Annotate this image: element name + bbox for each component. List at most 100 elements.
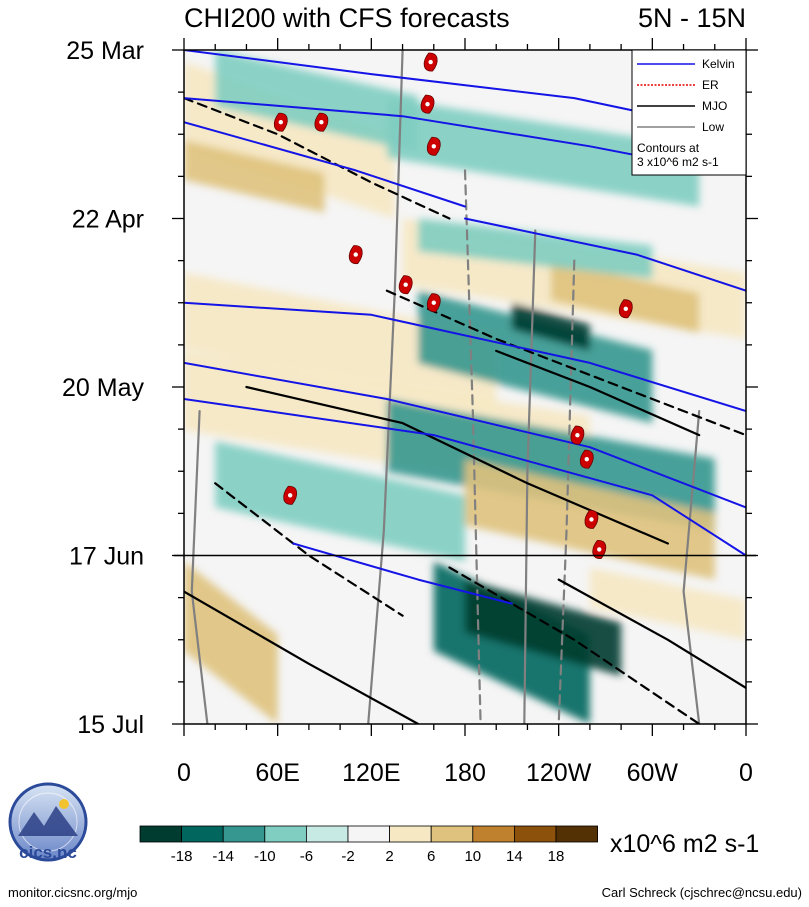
footer-url: monitor.cicsnc.org/mjo — [8, 885, 137, 900]
mjo-contours — [184, 97, 746, 724]
mjo-contour-0 — [184, 97, 451, 220]
y-tick-label-0: 25 Mar — [66, 37, 144, 65]
legend: Kelvin ER MJO Low Contours at 3 x10^6 m2 s-… — [631, 49, 747, 176]
tropical-cyclone-marker-6 — [398, 275, 413, 295]
mjo-contour-6 — [184, 590, 420, 724]
y-tick-label-1: 22 Apr — [72, 206, 144, 234]
mjo-contour-4 — [214, 482, 404, 617]
mjo-contour-2 — [495, 349, 701, 437]
mjo-contour-7 — [557, 578, 746, 689]
tropical-cyclones — [273, 52, 633, 559]
anomaly-band-16 — [465, 579, 622, 676]
tropical-cyclone-marker-1 — [420, 94, 435, 114]
anomaly-band-17 — [589, 567, 746, 640]
low-contour-0 — [367, 50, 404, 724]
colorbar-swatch-8 — [472, 825, 515, 843]
tropical-cyclone-marker-0 — [423, 52, 438, 72]
tropical-cyclone-marker-13 — [592, 540, 607, 559]
legend-label-kelvin: Kelvin — [702, 57, 735, 71]
low-contour-4 — [682, 410, 701, 724]
colorbar: -18 -14 -10 -6 -2 2 6 10 14 18 — [139, 825, 598, 865]
kelvin-contour-3 — [464, 217, 746, 292]
colorbar-swatch-2 — [222, 825, 266, 843]
logo-sun — [59, 799, 69, 809]
colorbar-label-0: -18 — [171, 848, 193, 865]
colorbar-swatch-9 — [514, 825, 557, 843]
legend-note-line-2: 3 x10^6 m2 s-1 — [637, 155, 719, 169]
colorbar-label-2: -10 — [254, 848, 276, 865]
anomaly-band-9 — [511, 302, 590, 351]
low-contour-5 — [190, 410, 209, 724]
anomaly-band-8 — [418, 290, 653, 424]
colorbar-swatch-6 — [389, 825, 432, 843]
x-tick-label-1: 60E — [255, 759, 299, 787]
kelvin-contour-2 — [184, 121, 466, 208]
x-tick-label-3: 180 — [444, 759, 486, 787]
colorbar-label-4: -2 — [341, 848, 354, 865]
mjo-contour-3 — [245, 385, 669, 545]
tropical-cyclone-marker-12 — [584, 509, 599, 529]
logo-inner-ring — [18, 792, 78, 852]
legend-box — [631, 49, 747, 176]
x-tick-label-5: 60W — [627, 759, 679, 787]
mjo-contour-1 — [385, 289, 746, 437]
anomaly-band-2 — [215, 50, 419, 153]
colorbar-swatch-1 — [181, 825, 224, 843]
mjo-contour-5 — [448, 566, 701, 724]
kelvin-contour-5 — [184, 361, 746, 509]
low-contour-2 — [523, 229, 537, 724]
kelvin-contour-6 — [184, 398, 746, 557]
low-contours — [190, 50, 701, 724]
colorbar-units: x10^6 m2 s-1 — [610, 830, 759, 858]
colorbar-swatch-4 — [305, 825, 349, 843]
x-tick-label-4: 120W — [526, 759, 592, 787]
low-contour-3 — [557, 259, 576, 724]
y-tick-label-2: 20 May — [62, 374, 144, 402]
x-axis: 0 60E 120E 180 120W 60W 0 — [177, 38, 753, 787]
y-tick-label-3: 17 Jun — [69, 543, 144, 571]
colorbar-swatch-0 — [139, 825, 182, 843]
anomaly-band-1 — [184, 140, 325, 213]
colorbar-label-7: 10 — [464, 848, 481, 865]
tropical-cyclone-marker-11 — [283, 485, 298, 505]
tropical-cyclone-marker-10 — [579, 449, 594, 469]
colorbar-label-1: -14 — [212, 848, 234, 865]
x-tick-label-2: 120E — [342, 759, 400, 787]
tropical-cyclone-marker-3 — [314, 112, 329, 132]
tropical-cyclone-marker-2 — [273, 112, 288, 132]
logo-text: cics.nc — [19, 843, 77, 862]
colorbar-swatch-3 — [264, 825, 307, 843]
anomaly-band-14 — [184, 561, 278, 724]
anomaly-band-5 — [550, 260, 700, 333]
cicsnc-logo: cics.nc — [8, 782, 88, 862]
tropical-cyclone-marker-4 — [426, 136, 441, 156]
tropical-cyclone-marker-8 — [618, 299, 633, 319]
legend-label-er: ER — [702, 78, 719, 92]
x-tick-label-0: 0 — [177, 759, 191, 787]
tropical-cyclone-marker-9 — [570, 425, 585, 445]
kelvin-contour-4 — [184, 301, 746, 413]
legend-label-low: Low — [702, 120, 724, 134]
colorbar-label-9: 18 — [548, 848, 565, 865]
colorbar-label-8: 14 — [506, 848, 523, 865]
colorbar-swatch-5 — [347, 825, 390, 843]
colorbar-swatch-7 — [430, 825, 474, 843]
tropical-cyclone-marker-7 — [426, 293, 441, 313]
y-tick-label-4: 15 Jul — [77, 711, 144, 739]
colorbar-label-6: 6 — [427, 848, 435, 865]
legend-label-mjo: MJO — [702, 99, 727, 113]
colorbar-label-5: 2 — [385, 848, 393, 865]
colorbar-label-3: -6 — [300, 848, 313, 865]
colorbar-swatch-10 — [555, 825, 598, 843]
low-contour-1 — [463, 169, 482, 724]
legend-note-line-1: Contours at — [637, 141, 700, 155]
x-tick-label-6: 0 — [739, 759, 753, 787]
footer-credit: Carl Schreck (cjschrec@ncsu.edu) — [602, 885, 802, 900]
y-axis: 25 Mar 22 Apr 20 May 17 Jun 15 Jul — [62, 37, 758, 739]
chart-title: CHI200 with CFS forecasts — [184, 3, 510, 33]
logo-mountains — [18, 806, 78, 836]
anomaly-band-12 — [215, 441, 465, 562]
chart-region: 5N - 15N — [638, 3, 746, 33]
tropical-cyclone-marker-5 — [348, 245, 363, 265]
